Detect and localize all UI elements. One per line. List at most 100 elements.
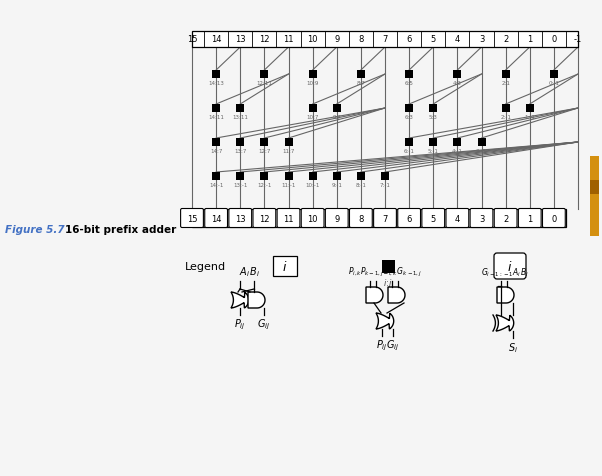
Text: 0:-1: 0:-1 <box>548 81 559 86</box>
Text: 1: 1 <box>527 214 532 223</box>
Text: Figure 5.7: Figure 5.7 <box>5 225 64 235</box>
Text: 6:3: 6:3 <box>405 115 414 120</box>
FancyBboxPatch shape <box>494 253 526 279</box>
FancyBboxPatch shape <box>470 209 493 228</box>
Bar <box>309 71 317 79</box>
Text: 5: 5 <box>430 35 436 44</box>
Text: $G_{ij}$: $G_{ij}$ <box>257 317 271 332</box>
Text: 10: 10 <box>308 214 318 223</box>
Text: 6:5: 6:5 <box>405 81 414 86</box>
Text: 13: 13 <box>235 35 246 44</box>
FancyBboxPatch shape <box>350 209 372 228</box>
Polygon shape <box>366 288 383 303</box>
Text: Legend: Legend <box>185 261 226 271</box>
FancyBboxPatch shape <box>229 209 252 228</box>
Polygon shape <box>496 315 514 331</box>
Bar <box>453 71 461 79</box>
Bar <box>381 173 389 180</box>
FancyBboxPatch shape <box>205 209 228 228</box>
Text: 12:-1: 12:-1 <box>257 183 272 188</box>
Bar <box>309 173 317 180</box>
Bar <box>590 180 599 195</box>
Text: 3: 3 <box>479 35 484 44</box>
Bar <box>357 71 365 79</box>
Bar <box>212 105 220 113</box>
Polygon shape <box>376 313 394 329</box>
Text: 12:11: 12:11 <box>256 81 272 86</box>
Bar <box>236 139 244 147</box>
Bar <box>357 173 365 180</box>
Text: 7:-1: 7:-1 <box>380 183 391 188</box>
Text: 11: 11 <box>284 35 294 44</box>
Bar <box>501 105 510 113</box>
Text: 8:-1: 8:-1 <box>355 183 366 188</box>
Polygon shape <box>231 292 249 308</box>
Text: 2:-1: 2:-1 <box>500 115 511 120</box>
Text: 12: 12 <box>259 214 270 223</box>
Bar <box>236 173 244 180</box>
FancyBboxPatch shape <box>181 209 203 228</box>
Bar <box>261 71 268 79</box>
Bar <box>429 105 437 113</box>
Text: 4:3: 4:3 <box>453 81 462 86</box>
Bar <box>405 105 413 113</box>
FancyBboxPatch shape <box>277 209 300 228</box>
Bar <box>550 71 558 79</box>
Text: 16-bit prefix adder: 16-bit prefix adder <box>65 225 176 235</box>
Text: 1:-1: 1:-1 <box>524 115 535 120</box>
FancyBboxPatch shape <box>253 209 276 228</box>
Text: 6: 6 <box>406 35 412 44</box>
Text: 8:7: 8:7 <box>356 81 365 86</box>
Text: 12: 12 <box>259 35 270 44</box>
Text: 5: 5 <box>430 214 436 223</box>
FancyBboxPatch shape <box>422 209 445 228</box>
FancyBboxPatch shape <box>374 209 396 228</box>
Text: 15: 15 <box>187 35 197 44</box>
Text: 8: 8 <box>358 214 364 223</box>
Polygon shape <box>248 292 265 308</box>
Polygon shape <box>388 288 405 303</box>
Text: $i$:$j$: $i$:$j$ <box>383 276 393 289</box>
Bar <box>285 139 293 147</box>
Text: 1: 1 <box>527 35 532 44</box>
Text: 12:7: 12:7 <box>258 149 270 154</box>
Text: 9:-1: 9:-1 <box>331 183 342 188</box>
Bar <box>405 139 413 147</box>
Text: $P_{i,k}P_{k-1,j}G_{i,k}\,G_{k-1,j}$: $P_{i,k}P_{k-1,j}G_{i,k}\,G_{k-1,j}$ <box>348 265 422 278</box>
Bar <box>273 257 297 277</box>
Text: 8: 8 <box>358 35 364 44</box>
Bar <box>192 32 578 48</box>
Bar <box>429 139 437 147</box>
Text: 2: 2 <box>503 35 508 44</box>
Text: 7: 7 <box>382 35 388 44</box>
Text: 14:-1: 14:-1 <box>209 183 223 188</box>
Text: 10:-1: 10:-1 <box>305 183 320 188</box>
Text: $i$: $i$ <box>507 259 513 273</box>
Bar <box>261 139 268 147</box>
Bar <box>453 139 461 147</box>
Text: 14: 14 <box>211 214 222 223</box>
FancyBboxPatch shape <box>542 209 565 228</box>
Bar <box>212 71 220 79</box>
Text: 11:-1: 11:-1 <box>281 183 296 188</box>
Text: 0: 0 <box>551 35 556 44</box>
Text: 13:11: 13:11 <box>232 115 248 120</box>
Text: $G_{i-1:-1}A_i\,B_i$: $G_{i-1:-1}A_i\,B_i$ <box>481 266 529 278</box>
Bar <box>382 260 394 273</box>
Text: 11:7: 11:7 <box>282 149 295 154</box>
Text: 6: 6 <box>406 214 412 223</box>
Bar <box>261 173 268 180</box>
Text: $G_{ij}$: $G_{ij}$ <box>386 338 400 353</box>
Text: 3: 3 <box>479 214 484 223</box>
Bar <box>501 71 510 79</box>
Text: 9: 9 <box>334 35 340 44</box>
Text: 14:11: 14:11 <box>208 115 224 120</box>
Text: 3:-1: 3:-1 <box>476 149 487 154</box>
Text: $S_i$: $S_i$ <box>508 340 518 354</box>
Text: 7: 7 <box>382 214 388 223</box>
Text: 14: 14 <box>211 35 222 44</box>
FancyBboxPatch shape <box>446 209 469 228</box>
Bar <box>333 105 341 113</box>
Text: 9: 9 <box>334 214 340 223</box>
Text: 14:13: 14:13 <box>208 81 224 86</box>
